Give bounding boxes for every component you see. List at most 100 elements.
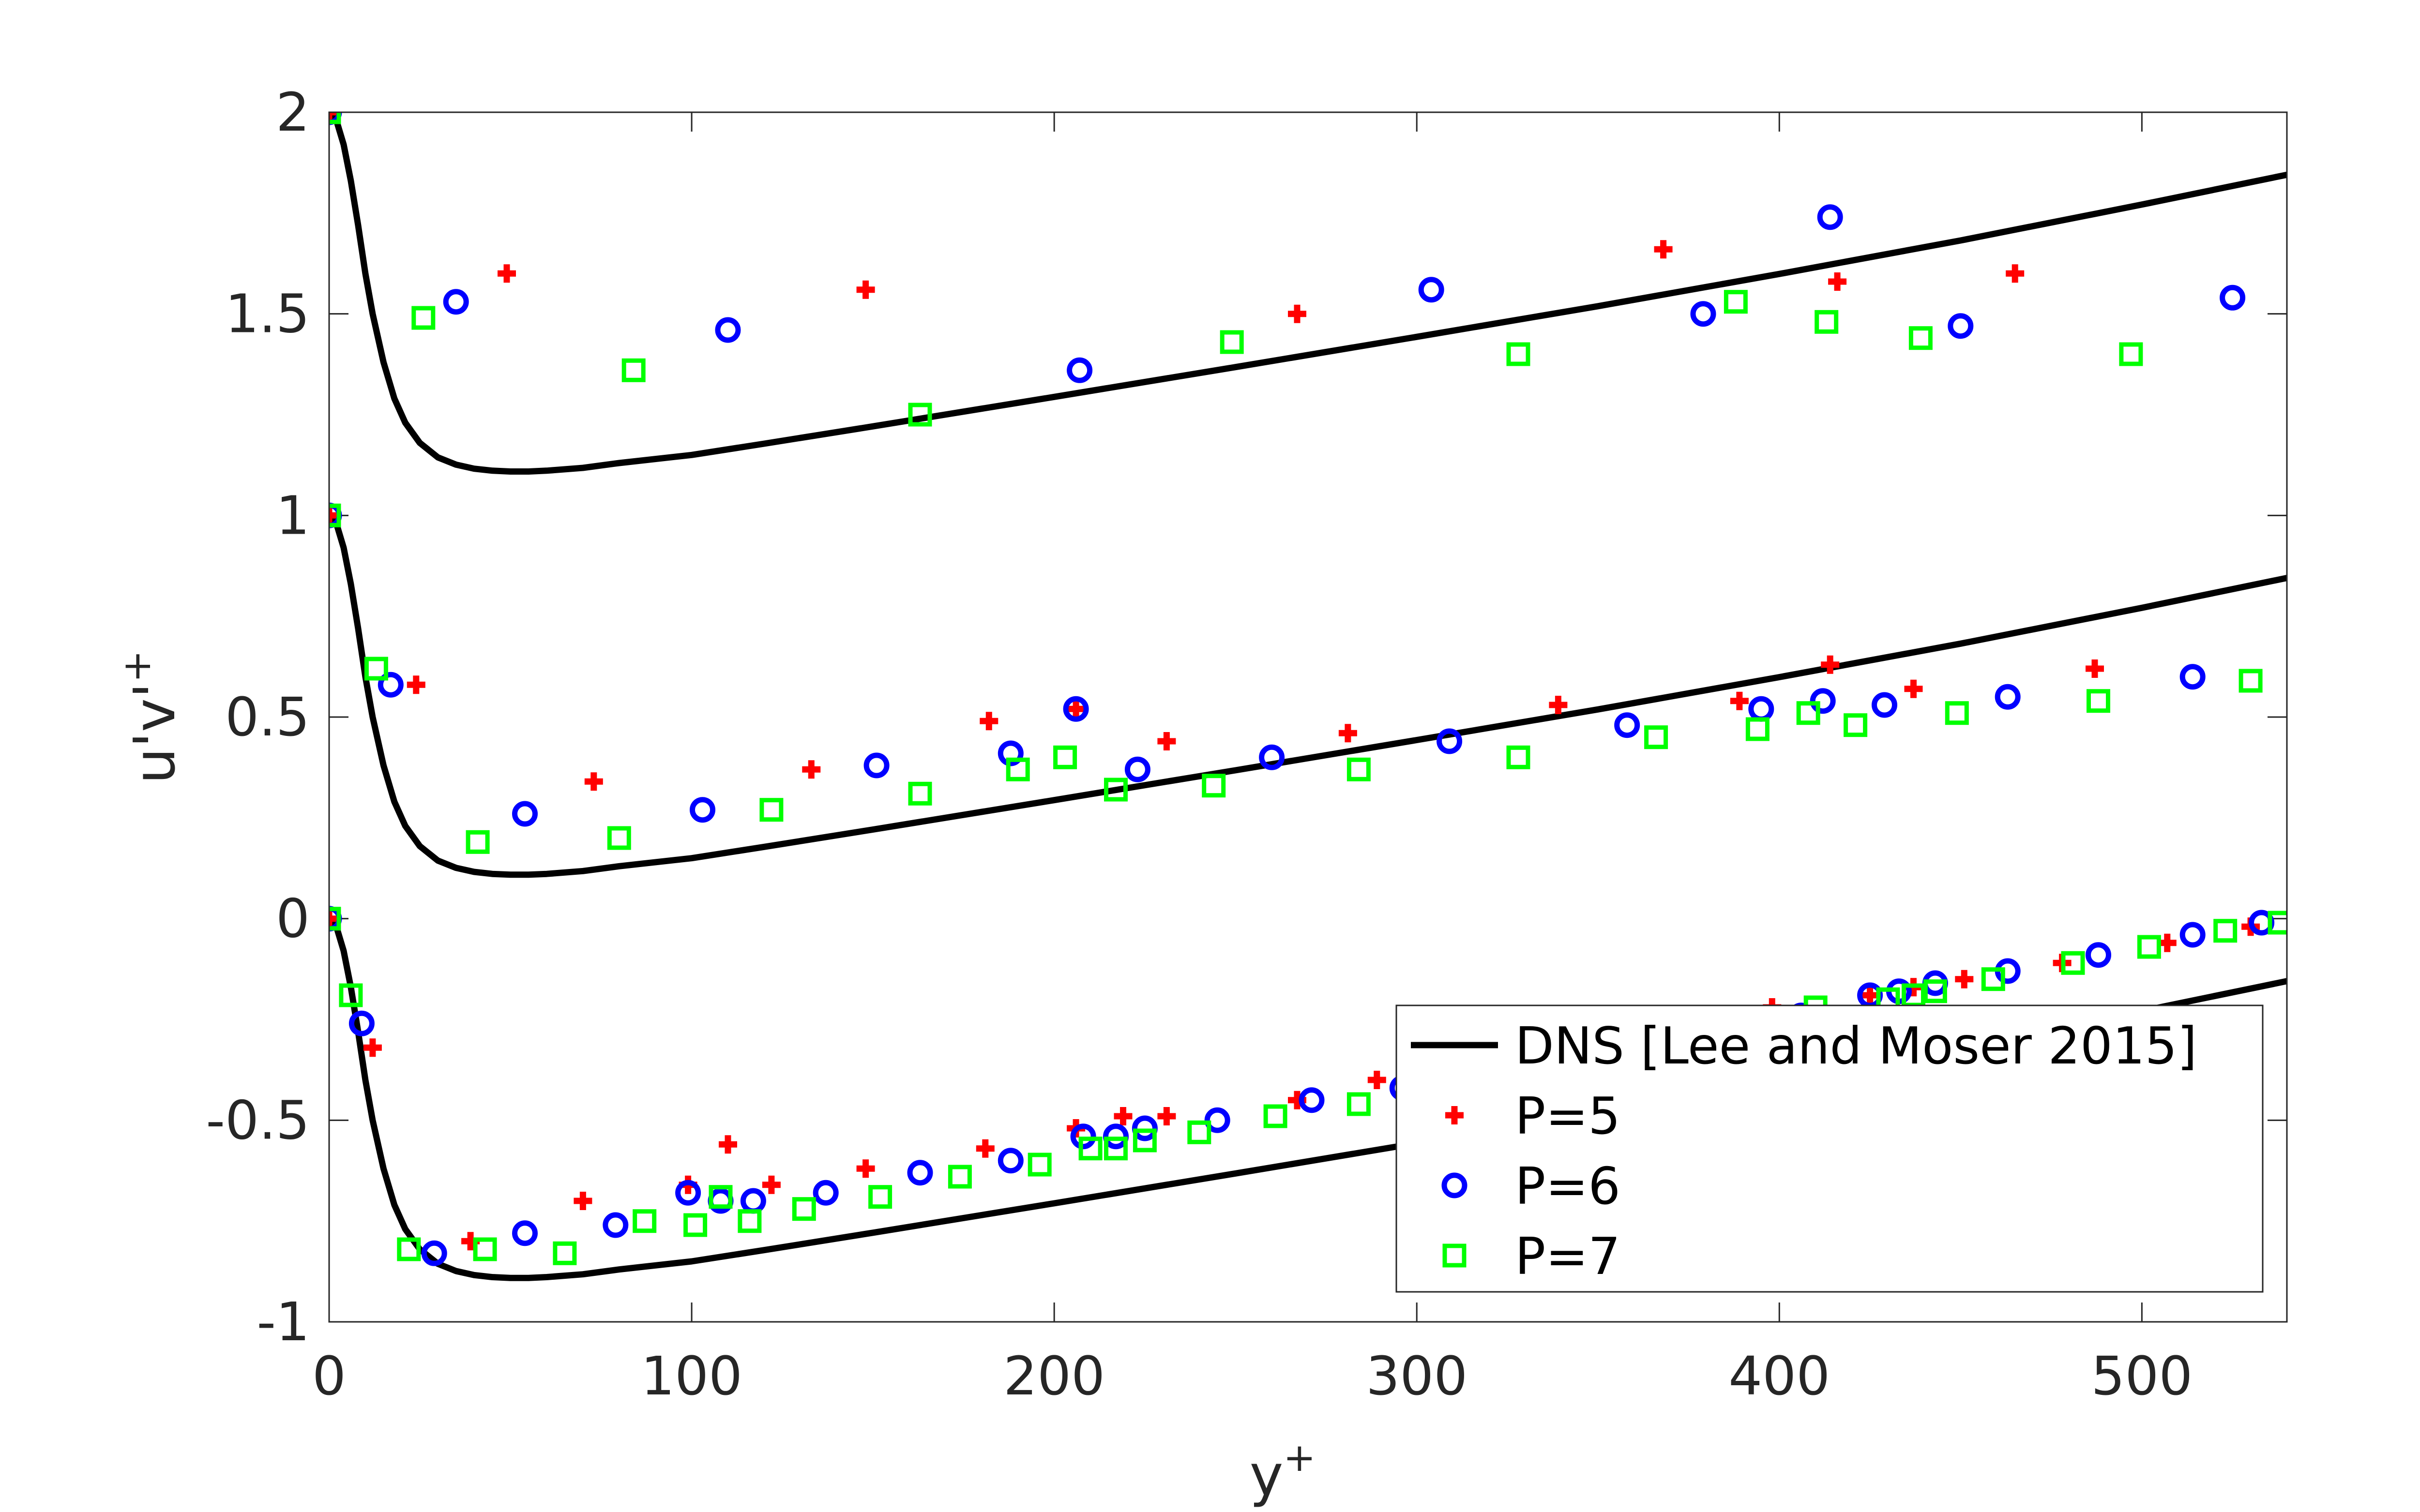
p6-point: [675, 1180, 701, 1206]
p5-point: [1338, 724, 1357, 743]
p6-point: [1817, 204, 1843, 230]
p6-point: [1614, 712, 1640, 738]
legend-entry-p6: P=6: [1441, 1157, 1620, 1216]
p6-point: [998, 740, 1024, 766]
p7-point: [1263, 1104, 1287, 1128]
p6-point: [1070, 1123, 1096, 1150]
p7-point: [948, 1165, 972, 1189]
p5-point: [329, 909, 338, 928]
p5-point: [1549, 696, 1568, 714]
p7-point: [1133, 1128, 1157, 1153]
p6-point: [1437, 728, 1463, 754]
p6-point: [1690, 301, 1716, 327]
p6-point: [2086, 942, 2111, 968]
axes-box: [328, 111, 2288, 1323]
p7-point: [411, 306, 436, 330]
p7-point: [1796, 701, 1820, 725]
legend-swatch-p7: [1442, 1243, 1467, 1268]
legend-entry-p7: P=7: [1442, 1227, 1620, 1286]
p6-point: [813, 1180, 839, 1206]
p7-point: [1506, 342, 1530, 366]
x-tick-label: 300: [1366, 1345, 1467, 1407]
p7-point: [908, 781, 932, 806]
p7-point: [1078, 1137, 1103, 1161]
p7-point: [1724, 290, 1748, 314]
p6-point: [1299, 1087, 1325, 1113]
p7-point: [397, 1237, 421, 1261]
tick-labels: 0 100 200 300 400 500 -1 -0.5 0 0.5 1 1.5 2: [206, 81, 2193, 1407]
p6-point: [1995, 684, 2021, 710]
p7-point: [2213, 919, 2238, 943]
p7-point: [2061, 951, 2085, 975]
p6-point: [603, 1212, 629, 1238]
p6-point: [690, 797, 715, 823]
x-tick-label: 200: [1003, 1345, 1105, 1407]
p7-point: [1028, 1153, 1052, 1177]
p7-point: [1006, 757, 1030, 781]
p7-point: [1220, 330, 1244, 354]
y-tick-label: 0: [276, 888, 310, 950]
p7-point: [908, 403, 932, 427]
p7-point: [339, 983, 363, 1007]
p5-point: [574, 1192, 592, 1210]
p7-point: [329, 907, 341, 931]
p5-point: [1730, 691, 1749, 710]
legend-entry-dns: DNS [Lee and Moser 2015]: [1411, 1017, 2197, 1076]
p5-point: [584, 772, 603, 791]
y-tick-label: 0.5: [225, 686, 310, 748]
y-axis-title-sup: +: [114, 650, 159, 683]
p7-point: [1104, 778, 1128, 802]
p7-point: [1945, 701, 1969, 725]
p7-point: [1506, 745, 1530, 769]
p7-point: [1923, 979, 1947, 1003]
p7-point: [1745, 717, 1770, 741]
p5-point: [2158, 933, 2177, 952]
legend-label-p7: P=7: [1515, 1227, 1620, 1286]
p5-point: [1157, 732, 1176, 750]
p7-point: [2119, 342, 2143, 366]
p6-point: [512, 801, 538, 827]
p6-point: [378, 672, 404, 698]
p6-point: [2179, 664, 2206, 690]
p5-point: [1860, 986, 1879, 1004]
p6-point: [1063, 696, 1089, 722]
p7-point: [473, 1237, 497, 1261]
p5-point: [363, 1038, 382, 1057]
p5-point: [762, 1175, 781, 1194]
p6-point: [1132, 1115, 1158, 1141]
series-layer: [329, 112, 2287, 1281]
p7-point: [364, 657, 388, 681]
p7-point: [2238, 669, 2263, 693]
p6-point: [1418, 277, 1444, 303]
p7-point: [738, 1209, 762, 1233]
y-tick-label: 1.5: [225, 283, 310, 345]
x-axis-title-main: y: [1250, 1442, 1284, 1509]
x-tick-label: 100: [641, 1345, 742, 1407]
p7-point: [1644, 725, 1668, 749]
p7-point: [2268, 911, 2287, 935]
legend-swatch-p5: [1445, 1106, 1464, 1124]
y-tick-label: -1: [257, 1291, 310, 1353]
p6-point: [2179, 922, 2206, 948]
p6-point: [512, 1220, 538, 1246]
p6-point: [907, 1160, 933, 1186]
x-axis-title: y+: [1250, 1435, 1316, 1509]
legend-box: [1395, 1004, 2264, 1293]
p5-point: [976, 1139, 995, 1158]
legend-label-dns: DNS [Lee and Moser 2015]: [1515, 1017, 2197, 1076]
legend: DNS [Lee and Moser 2015] P=5 P=6 P=7: [1395, 1004, 2264, 1293]
p5-point: [1157, 1107, 1176, 1125]
p5-point: [719, 1135, 737, 1154]
legend-entry-p5: P=5: [1445, 1087, 1620, 1146]
p5-point: [802, 760, 821, 779]
p6-point: [421, 1240, 447, 1266]
p7-point: [1346, 1092, 1371, 1116]
p7-point: [1104, 1137, 1128, 1161]
p5-point: [2006, 264, 2025, 283]
p6-point: [1067, 357, 1093, 383]
p5-point: [498, 264, 516, 283]
p5-point: [1114, 1107, 1133, 1125]
p6-point: [348, 1010, 375, 1036]
p7-point: [607, 826, 631, 850]
p7-point: [709, 1185, 733, 1209]
